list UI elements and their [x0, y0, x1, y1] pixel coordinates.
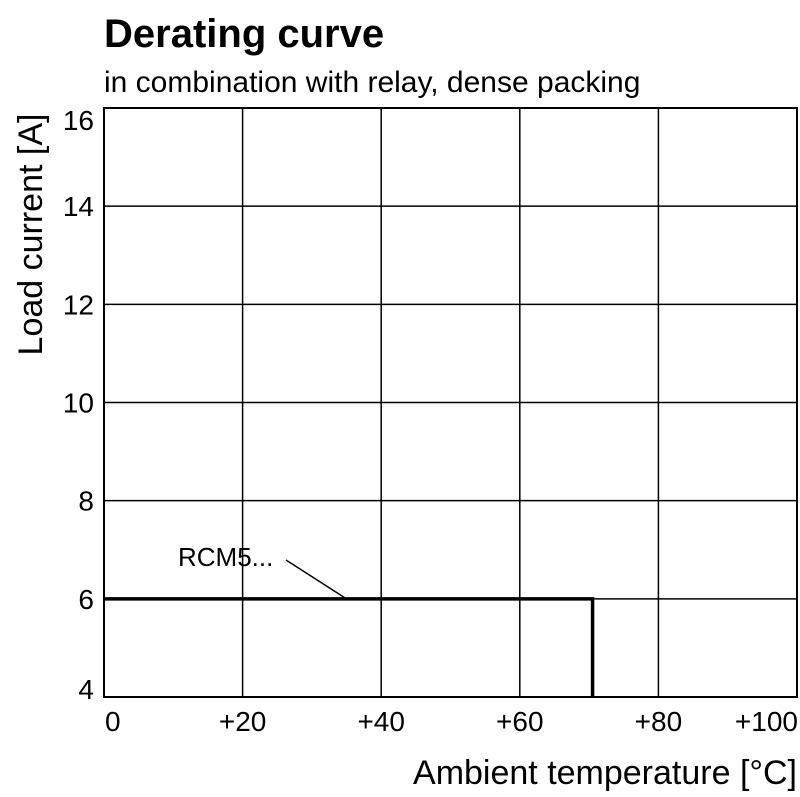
annotation-group: RCM5... [178, 542, 347, 600]
y-axis-label: Load current [A] [12, 114, 50, 356]
series-group [104, 597, 595, 697]
plot-frame [103, 107, 798, 698]
y-tick-label: 10 [63, 388, 94, 419]
chart-subtitle: in combination with relay, dense packing [104, 66, 640, 99]
grid-lines [104, 108, 797, 697]
x-tick-label: +20 [219, 706, 267, 737]
x-tick-label: +100 [735, 706, 798, 737]
y-tick-label: 8 [78, 486, 94, 517]
chart-title: Derating curve [104, 12, 384, 56]
y-tick-labels: 4 6 8 10 12 14 16 [63, 105, 94, 705]
x-tick-labels: 0 +20 +40 +60 +80 +100 [105, 706, 798, 737]
annotation-leader-line [285, 559, 347, 600]
y-tick-label: 4 [78, 674, 94, 705]
x-axis-label: Ambient temperature [°C] [413, 754, 797, 792]
series-line [104, 597, 595, 697]
x-tick-label: +80 [635, 706, 683, 737]
y-tick-label: 14 [63, 191, 94, 222]
x-tick-label: +40 [357, 706, 405, 737]
y-tick-label: 12 [63, 289, 94, 320]
series-annotation-label: RCM5... [178, 542, 273, 572]
x-tick-label: 0 [105, 706, 121, 737]
y-tick-label: 6 [78, 584, 94, 615]
x-tick-label: +60 [496, 706, 544, 737]
y-tick-label: 16 [63, 105, 94, 136]
